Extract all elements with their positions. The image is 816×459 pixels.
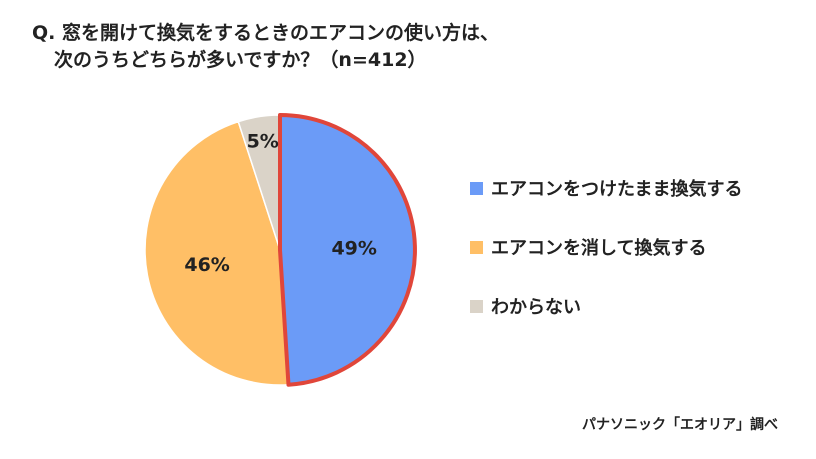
legend-label-dont-know: わからない: [491, 297, 581, 318]
legend-label-turn-ac-off: エアコンを消して換気する: [491, 238, 707, 259]
legend-swatch-keep-ac-on: [470, 181, 483, 195]
legend-item-dont-know: わからない: [470, 292, 742, 320]
chart-title: Q. 窓を開けて換気をするときのエアコンの使い方は、 次のうちどちらが多いですか…: [32, 20, 792, 74]
pie-label-keep-ac-on: 49%: [331, 238, 376, 260]
title-line-2: 次のうちどちらが多いですか？（n=412）: [54, 49, 427, 71]
title-line-1: Q. 窓を開けて換気をするときのエアコンの使い方は、: [32, 22, 499, 44]
pie-label-dont-know: 5%: [247, 131, 279, 153]
pie-slice-keep-ac-on: [278, 113, 417, 387]
source-note: パナソニック「エオリア」調べ: [582, 417, 778, 433]
legend-item-keep-ac-on: エアコンをつけたまま換気する: [470, 174, 742, 202]
legend-swatch-dont-know: [470, 299, 483, 313]
legend: エアコンをつけたまま換気する エアコンを消して換気する わからない: [470, 174, 742, 351]
legend-label-keep-ac-on: エアコンをつけたまま換気する: [491, 179, 743, 200]
pie-label-turn-ac-off: 46%: [184, 254, 229, 276]
legend-swatch-turn-ac-off: [470, 240, 483, 254]
pie-slice-turn-ac-off: [144, 120, 290, 386]
legend-item-turn-ac-off: エアコンを消して換気する: [470, 233, 742, 261]
